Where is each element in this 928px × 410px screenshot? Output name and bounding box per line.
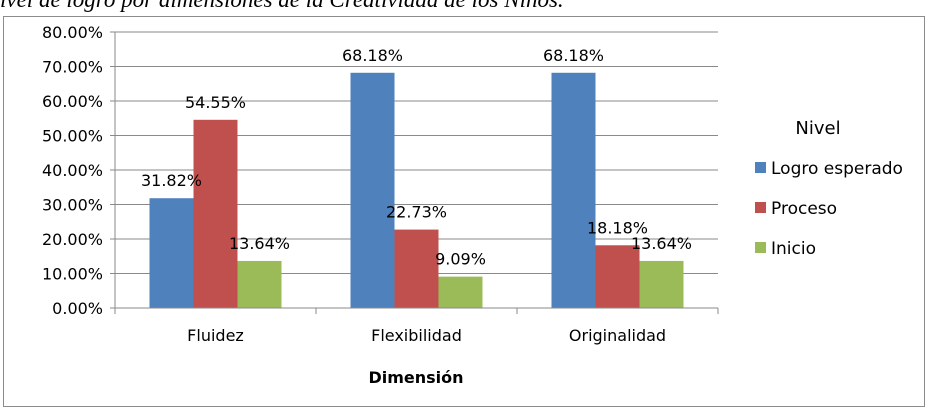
bar-logro-esperado [350,72,395,309]
bar-logro-esperado [551,72,596,309]
y-tick-label: 50.00% [42,127,103,146]
bar-inicio [639,260,684,308]
legend-label: Logro esperado [771,159,903,179]
x-axis: Fluidez Flexibilidad Originalidad [114,307,719,345]
y-tick-label: 70.00% [42,58,103,77]
y-tick-label: 40.00% [42,161,103,180]
data-labels: 31.82% 54.55% 13.64% 68.18% 22.73% 9.09% 68.18… [141,46,692,269]
legend-swatch [755,242,766,253]
x-tick-label: Fluidez [187,326,244,345]
bar-proceso [595,245,640,308]
x-tick-label: Originalidad [569,326,666,345]
x-axis-title: Dimensión [368,368,463,387]
legend-swatch [755,202,766,213]
y-tick-label: 0.00% [52,299,103,318]
data-label: 18.18% [587,218,648,237]
legend-label: Proceso [771,199,837,219]
bar-logro-esperado [149,198,194,308]
bar-inicio [237,260,282,308]
bar-proceso [394,229,439,308]
data-label: 54.55% [185,93,246,112]
data-label: 68.18% [543,46,604,65]
figure-caption: ivel de logro por dimensiones de la Crea… [0,0,928,17]
x-tick-label: Flexibilidad [371,326,462,345]
data-label: 68.18% [342,46,403,65]
chart-frame [3,16,925,407]
data-label: 31.82% [141,171,202,190]
data-label: 13.64% [229,234,290,253]
legend-swatch [755,162,766,173]
y-tick-label: 20.00% [42,230,103,249]
data-label: 13.64% [631,234,692,253]
data-label: 22.73% [386,203,447,222]
bar-proceso [193,119,238,309]
y-tick-label: 30.00% [42,196,103,215]
legend: Nivel Logro esperado Proceso Inicio [755,118,903,259]
y-tick-label: 10.00% [42,265,103,284]
bars [149,72,684,309]
legend-label: Inicio [771,239,816,259]
y-axis: 0.00% 10.00% 20.00% 30.00% 40.00% 50.00% 60.00… [42,23,116,318]
data-label: 9.09% [435,250,486,269]
bar-inicio [438,276,483,308]
legend-title: Nivel [795,118,840,139]
y-tick-label: 80.00% [42,23,103,42]
y-tick-label: 60.00% [42,92,103,111]
